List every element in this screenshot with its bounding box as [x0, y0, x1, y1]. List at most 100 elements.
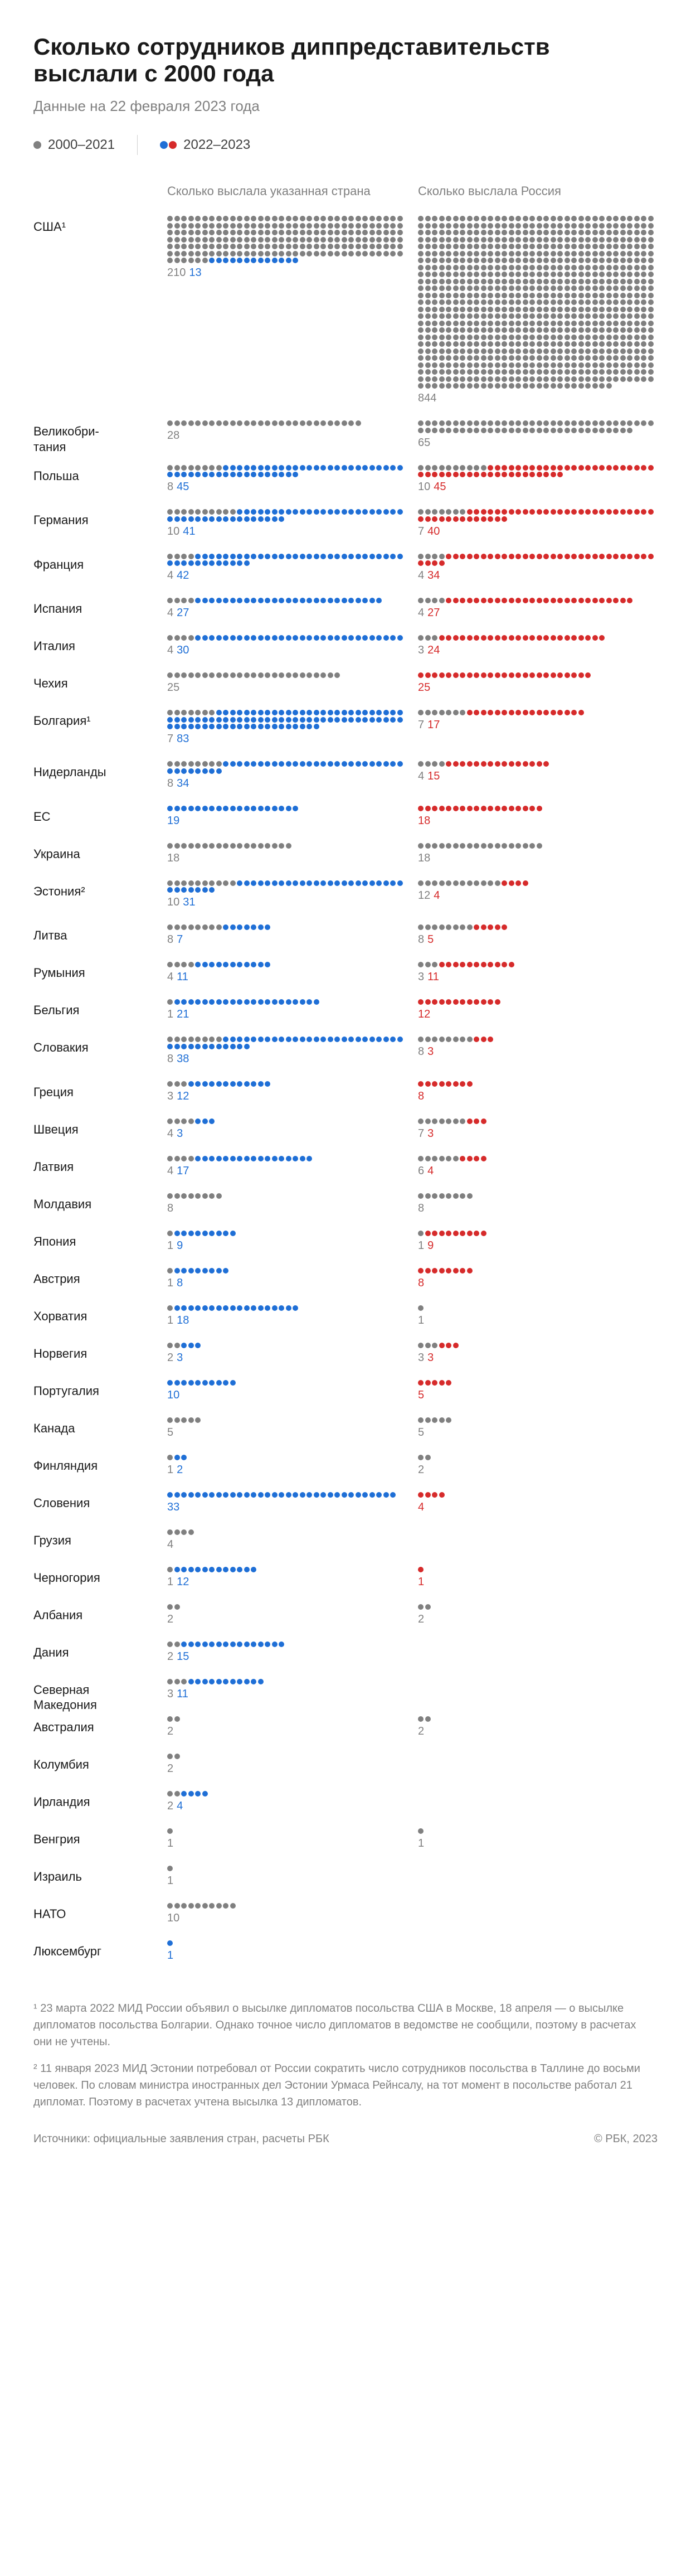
dot	[557, 369, 563, 375]
dot	[557, 293, 563, 298]
dot	[627, 251, 632, 256]
dot	[565, 335, 570, 340]
dot	[641, 279, 646, 284]
dot	[390, 244, 396, 249]
dot	[265, 472, 270, 477]
dot	[174, 724, 180, 729]
dot	[174, 1081, 180, 1087]
country-label: НАТО	[33, 1903, 156, 1922]
dot	[369, 761, 375, 767]
dot	[314, 420, 319, 426]
dot	[195, 1268, 201, 1274]
dot	[209, 710, 215, 715]
dot	[634, 285, 640, 291]
right-cell: 124	[418, 880, 658, 918]
dot	[578, 362, 584, 368]
dot	[230, 420, 236, 426]
dot	[446, 237, 451, 243]
country-label: Болгария¹	[33, 710, 156, 729]
counts: 87	[167, 933, 407, 946]
dot	[342, 244, 347, 249]
dot	[481, 265, 486, 270]
dot	[223, 230, 228, 235]
dot	[418, 355, 424, 361]
dot	[167, 1268, 173, 1274]
dot	[174, 761, 180, 767]
dot	[523, 376, 528, 382]
dot	[474, 244, 479, 249]
dot	[529, 321, 535, 326]
dot	[488, 279, 493, 284]
dot	[460, 924, 465, 930]
dot	[167, 223, 173, 229]
dot	[543, 710, 549, 715]
dot	[641, 554, 646, 559]
dot	[557, 251, 563, 256]
dot	[613, 272, 619, 277]
counts: 85	[418, 933, 658, 946]
dot	[599, 635, 605, 641]
dot	[474, 843, 479, 849]
dot	[515, 362, 521, 368]
dot	[571, 420, 577, 426]
dot	[188, 244, 194, 249]
country-label: Румыния	[33, 962, 156, 981]
dot	[432, 428, 437, 433]
count-gray: 4	[418, 770, 424, 783]
dot	[188, 761, 194, 767]
dot	[613, 509, 619, 515]
left-cell: 417	[167, 1156, 407, 1193]
dot	[188, 216, 194, 221]
dot	[174, 887, 180, 893]
right-cell	[418, 1791, 658, 1807]
dot	[258, 1081, 264, 1087]
dot	[425, 710, 431, 715]
dot	[251, 509, 256, 515]
count-gray: 4	[418, 569, 424, 582]
dot	[188, 1343, 194, 1348]
dot	[209, 420, 215, 426]
dot	[202, 1642, 208, 1647]
dot	[223, 1567, 228, 1572]
dot	[286, 420, 291, 426]
dot	[418, 428, 424, 433]
count-gray: 2	[167, 1352, 173, 1364]
count-blue: 10	[167, 1389, 179, 1402]
dot	[523, 383, 528, 389]
dot	[446, 672, 451, 678]
dot	[244, 1492, 250, 1498]
dot	[397, 1037, 403, 1042]
dot	[481, 761, 486, 767]
dot	[460, 383, 465, 389]
dot	[634, 265, 640, 270]
count-gray: 1	[167, 1875, 173, 1887]
dot	[453, 465, 459, 471]
dot	[515, 258, 521, 263]
dot	[641, 272, 646, 277]
dot	[195, 1037, 201, 1042]
dot	[585, 598, 591, 603]
dot	[648, 341, 654, 347]
dot	[334, 1037, 340, 1042]
counts: 12	[418, 1008, 658, 1021]
dot	[279, 672, 284, 678]
dot	[230, 1380, 236, 1386]
dot	[453, 341, 459, 347]
dot	[425, 924, 431, 930]
dot	[481, 341, 486, 347]
dot	[557, 265, 563, 270]
dot	[467, 465, 473, 471]
count-gray: 10	[418, 481, 430, 493]
dot	[314, 230, 319, 235]
dot	[523, 635, 528, 641]
dot	[439, 710, 445, 715]
dot	[356, 880, 361, 886]
dot	[585, 348, 591, 354]
dot	[418, 465, 424, 471]
dot	[641, 321, 646, 326]
country-label: Украина	[33, 843, 156, 862]
dot	[251, 251, 256, 256]
dot	[356, 710, 361, 715]
dot	[474, 258, 479, 263]
dot	[390, 230, 396, 235]
